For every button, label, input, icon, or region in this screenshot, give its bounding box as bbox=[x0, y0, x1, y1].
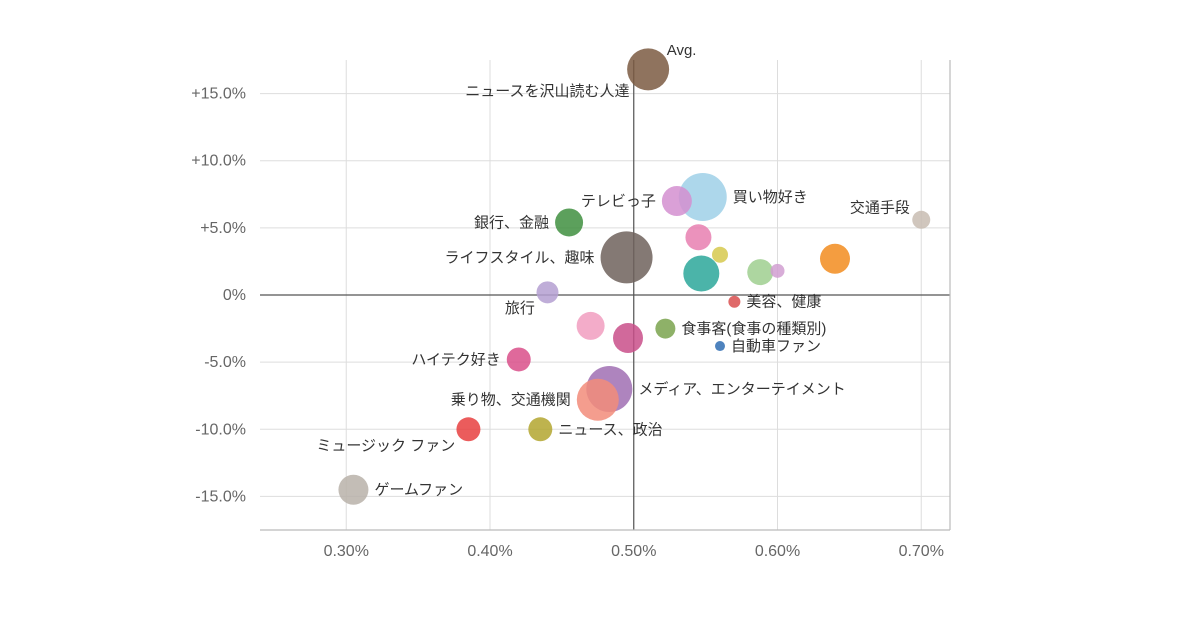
data-bubble bbox=[771, 264, 785, 278]
data-bubble bbox=[456, 417, 480, 441]
data-bubble bbox=[577, 379, 619, 421]
data-bubble bbox=[712, 247, 728, 263]
bubble-label: 旅行 bbox=[505, 300, 535, 317]
y-tick-label: -10.0% bbox=[195, 421, 246, 438]
data-bubble bbox=[715, 341, 725, 351]
data-bubble bbox=[912, 211, 930, 229]
bubble-chart: -15.0% -10.0% -5.0% 0% +5.0% +10.0% +15.0% 0.30… bbox=[0, 0, 1200, 630]
bubble-label: Avg. bbox=[667, 42, 697, 59]
data-bubble bbox=[728, 296, 740, 308]
bubble-label: メディア、エンターテイメント bbox=[638, 380, 845, 398]
data-bubble bbox=[662, 186, 692, 216]
data-bubble bbox=[555, 208, 583, 236]
bubble-label: 食事客(食事の種類別) bbox=[681, 321, 826, 338]
y-tick-label: +5.0% bbox=[200, 220, 246, 237]
data-bubble bbox=[747, 259, 773, 285]
x-tick-label: 0.50% bbox=[611, 543, 656, 560]
bubble-label: 自動車ファン bbox=[731, 338, 821, 355]
data-bubble bbox=[683, 256, 719, 292]
bubble-label: テレビっ子 bbox=[581, 193, 656, 210]
data-bubble bbox=[577, 312, 605, 340]
data-bubble bbox=[685, 224, 711, 250]
bubble-label: 銀行、金融 bbox=[474, 214, 549, 231]
y-tick-label: +15.0% bbox=[191, 86, 246, 103]
y-tick-label: -5.0% bbox=[204, 354, 246, 371]
bubble-label: 買い物好き bbox=[733, 189, 808, 206]
chart-svg: -15.0% -10.0% -5.0% 0% +5.0% +10.0% +15.0% 0.30… bbox=[0, 0, 1200, 630]
bubble-label: ハイテク好き bbox=[411, 351, 500, 368]
data-bubble bbox=[537, 281, 559, 303]
data-bubble bbox=[601, 231, 653, 283]
x-tick-label: 0.40% bbox=[467, 543, 512, 560]
data-bubble bbox=[507, 347, 531, 371]
bubble-label: 乗り物、交通機関 bbox=[451, 391, 571, 409]
x-tick-label: 0.70% bbox=[899, 543, 944, 560]
data-bubble bbox=[655, 319, 675, 339]
bubble-label: 美容、健康 bbox=[746, 294, 821, 311]
y-tick-label: 0% bbox=[223, 287, 246, 304]
data-bubble bbox=[820, 244, 850, 274]
data-bubble bbox=[613, 323, 643, 353]
x-tick-label: 0.60% bbox=[755, 543, 800, 560]
bubble-label: ニュースを沢山読む人達 bbox=[465, 83, 629, 100]
bubble-label: ゲームファン bbox=[374, 482, 463, 499]
y-tick-label: +10.0% bbox=[191, 153, 246, 170]
bubble-label: ニュース、政治 bbox=[558, 421, 662, 438]
x-tick-label: 0.30% bbox=[324, 543, 369, 560]
data-bubble bbox=[528, 417, 552, 441]
bubble-label: 交通手段 bbox=[850, 198, 910, 216]
bubble-label: ミュージック ファン bbox=[316, 437, 455, 454]
data-bubble bbox=[338, 475, 368, 505]
data-bubble bbox=[627, 48, 669, 90]
bubble-label: ライフスタイル、趣味 bbox=[445, 249, 595, 266]
y-tick-label: -15.0% bbox=[195, 488, 246, 505]
